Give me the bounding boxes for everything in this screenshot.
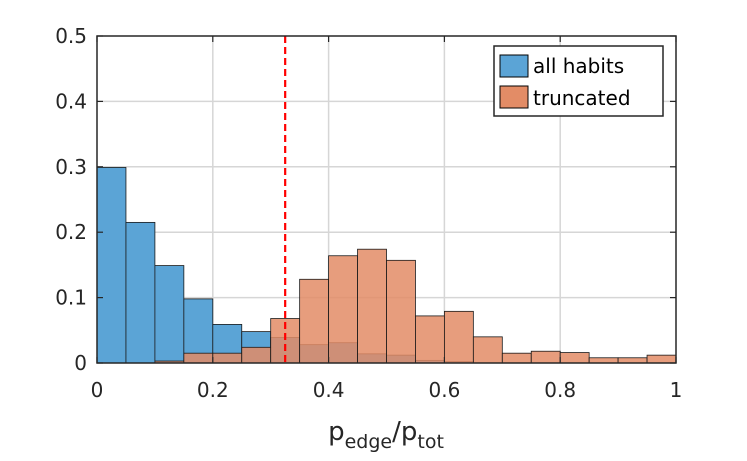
x-tick-label-0: 0 <box>91 378 104 402</box>
bar-truncated-16 <box>559 352 590 364</box>
x-tick-label-2: 0.4 <box>313 378 345 402</box>
x-axis-label-p: p <box>328 417 345 447</box>
bar-truncated-15 <box>530 350 561 364</box>
x-axis-label: pedge/ptot <box>328 417 444 453</box>
bar-truncated-4 <box>212 352 243 364</box>
x-tick-label-5: 1 <box>670 378 683 402</box>
x-axis-label-slash: / <box>392 417 401 447</box>
x-axis-label-p-tot: p <box>401 417 418 447</box>
y-tick-label-4: 0.4 <box>55 89 87 113</box>
x-tick-label-3: 0.6 <box>428 378 460 402</box>
x-tick-label-4: 0.8 <box>544 378 576 402</box>
bar-truncated-9 <box>357 248 387 364</box>
bar-all-habits-2 <box>154 265 185 364</box>
legend: all habits truncated <box>493 45 664 117</box>
legend-label-all-habits: all habits <box>533 54 624 78</box>
bar-all-habits-1 <box>125 221 156 364</box>
y-tick-label-0: 0 <box>74 351 87 375</box>
bar-truncated-8 <box>328 255 358 364</box>
bar-all-habits-3 <box>183 298 214 364</box>
x-tick-label-1: 0.2 <box>197 378 229 402</box>
y-tick-label-3: 0.3 <box>55 155 87 179</box>
axis-ticks: 0 0.2 0.4 0.6 0.8 1 0 0.1 0.2 0.3 0.4 0.5 <box>55 24 682 402</box>
y-tick-label-5: 0.5 <box>55 24 87 48</box>
bar-all-habits-0 <box>96 167 127 364</box>
bar-truncated-10 <box>386 259 416 364</box>
bar-truncated-5 <box>241 346 272 364</box>
legend-swatch-all-habits <box>499 54 529 78</box>
bar-truncated-13 <box>472 336 503 364</box>
plot-frame <box>96 35 677 364</box>
bar-truncated-12 <box>443 310 474 364</box>
bar-truncated-17 <box>588 357 619 364</box>
bar-truncated-19 <box>646 354 677 364</box>
y-tick-label-2: 0.2 <box>55 220 87 244</box>
bar-truncated-3 <box>183 352 214 364</box>
bar-truncated-11 <box>415 315 445 364</box>
bar-truncated-7 <box>299 278 329 364</box>
legend-swatch-truncated <box>499 85 529 109</box>
bar-truncated-14 <box>501 352 532 364</box>
x-axis-label-sub-edge: edge <box>345 431 393 453</box>
legend-label-truncated: truncated <box>533 86 631 110</box>
x-axis-label-sub-tot: tot <box>417 431 444 453</box>
y-tick-label-1: 0.1 <box>55 286 87 310</box>
bar-truncated-18 <box>617 357 648 364</box>
